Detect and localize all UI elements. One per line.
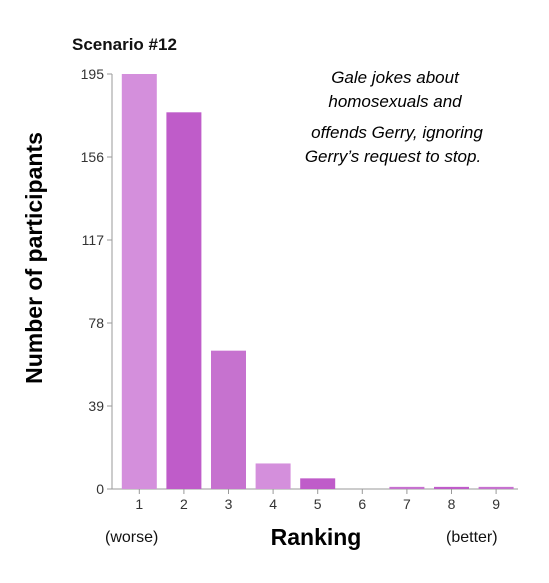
x-tick-label: 3 [225,496,233,512]
x-tick-label: 4 [269,496,277,512]
x-tick-label: 2 [180,496,188,512]
y-tick-label: 0 [96,481,104,497]
x-axis-label: Ranking [271,524,362,550]
bar [300,478,336,489]
annotation-line-1: Gale jokes about [331,68,460,87]
bar [255,463,291,489]
x-tick-label: 6 [358,496,366,512]
bar [166,112,202,490]
y-axis-label: Number of participants [21,132,47,384]
y-tick-label: 195 [81,66,105,82]
x-right-note: (better) [446,529,498,546]
bar [434,486,469,489]
annotation-line-3: offends Gerry, ignoring [311,123,483,142]
chart-title: Scenario #12 [72,35,177,54]
y-tick-label: 39 [88,398,104,414]
bar [478,486,514,489]
annotation-line-4: Gerry’s request to stop. [305,147,481,166]
bar [211,350,246,489]
x-tick-label: 7 [403,496,411,512]
x-tick-label: 9 [492,496,500,512]
bar [121,74,157,489]
x-tick-label: 1 [135,496,143,512]
y-tick-label: 78 [88,315,104,331]
y-tick-label: 117 [82,232,105,248]
x-left-note: (worse) [105,529,158,546]
x-tick-label: 8 [448,496,456,512]
y-tick-label: 156 [81,149,105,165]
bar [389,486,425,489]
x-tick-label: 5 [314,496,322,512]
annotation-line-2: homosexuals and [328,92,462,111]
